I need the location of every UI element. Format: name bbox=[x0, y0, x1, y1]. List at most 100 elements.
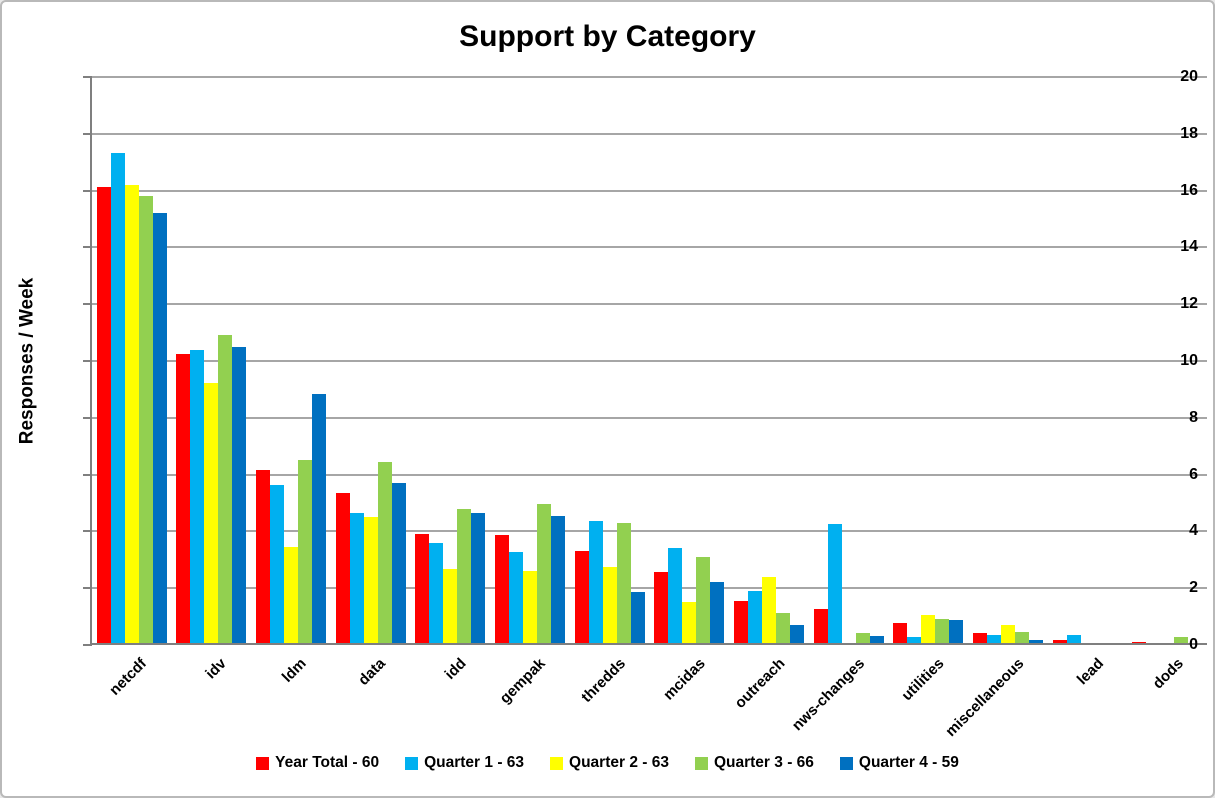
y-ticklabel-18: 18 bbox=[1180, 124, 1198, 142]
y-tickmark-10 bbox=[83, 360, 92, 362]
bar-miscellaneous-quarter-1-63 bbox=[986, 634, 1001, 643]
gridline-10 bbox=[92, 360, 1207, 362]
y-ticklabel-8: 8 bbox=[1189, 408, 1198, 426]
bar-utilities-quarter-2-63 bbox=[921, 614, 936, 643]
bar-idd-quarter-1-63 bbox=[429, 542, 444, 643]
bar-idv-quarter-3-66 bbox=[218, 334, 233, 643]
gridline-18 bbox=[92, 132, 1207, 135]
bar-data-quarter-4-59 bbox=[391, 483, 406, 643]
y-ticklabel-16: 16 bbox=[1180, 181, 1198, 199]
y-tickmark-4 bbox=[83, 530, 92, 533]
bar-mcidas-quarter-4-59 bbox=[710, 582, 725, 643]
x-axis-label-idv: idv bbox=[202, 655, 230, 683]
bar-group-gempak bbox=[490, 77, 570, 643]
bar-mcidas-quarter-1-63 bbox=[668, 548, 683, 643]
gridline-12 bbox=[92, 303, 1207, 306]
gridline-2 bbox=[92, 587, 1207, 590]
bar-nws-changes-quarter-1-63 bbox=[827, 524, 842, 643]
bar-idv-quarter-4-59 bbox=[232, 347, 247, 643]
bar-outreach-quarter-1-63 bbox=[747, 590, 762, 643]
bar-miscellaneous-quarter-4-59 bbox=[1028, 640, 1043, 643]
bar-data-quarter-2-63 bbox=[363, 517, 378, 643]
bar-lead-quarter-1-63 bbox=[1066, 634, 1081, 643]
y-tickmark-18 bbox=[83, 132, 92, 135]
x-axis-label-ldm: ldm bbox=[278, 655, 310, 686]
bar-group-utilities bbox=[888, 77, 968, 643]
gridline-16 bbox=[92, 189, 1207, 192]
bar-ldm-year-total-60 bbox=[256, 470, 271, 643]
x-axis-label-outreach: outreach bbox=[731, 655, 789, 712]
legend-item-5: Quarter 4 - 59 bbox=[839, 754, 959, 772]
x-axis-label-dods: dods bbox=[1149, 655, 1188, 693]
bar-idv-quarter-2-63 bbox=[204, 382, 219, 643]
bar-utilities-quarter-3-66 bbox=[935, 618, 950, 643]
bar-dods-year-total-60 bbox=[1132, 641, 1147, 643]
bar-group-ldm bbox=[251, 77, 331, 643]
gridline-4 bbox=[92, 530, 1207, 533]
bar-netcdf-year-total-60 bbox=[96, 187, 111, 643]
gridline-20 bbox=[92, 76, 1207, 78]
legend-swatch-5 bbox=[839, 756, 853, 770]
bar-data-year-total-60 bbox=[335, 493, 350, 643]
bar-dods-quarter-3-66 bbox=[1174, 637, 1189, 643]
bar-gempak-quarter-2-63 bbox=[523, 570, 538, 643]
legend-swatch-1 bbox=[256, 756, 270, 770]
x-axis-label-mcidas: mcidas bbox=[659, 655, 709, 704]
bar-ldm-quarter-1-63 bbox=[270, 484, 285, 643]
bar-netcdf-quarter-4-59 bbox=[152, 212, 167, 643]
bar-outreach-year-total-60 bbox=[733, 600, 748, 643]
y-tickmark-12 bbox=[83, 303, 92, 306]
y-ticklabel-10: 10 bbox=[1180, 352, 1198, 369]
y-axis-label: Responses / Week bbox=[16, 277, 38, 445]
bar-thredds-year-total-60 bbox=[574, 551, 589, 643]
y-tickmark-16 bbox=[83, 189, 92, 192]
bar-data-quarter-3-66 bbox=[377, 461, 392, 643]
bar-idd-quarter-4-59 bbox=[471, 512, 486, 643]
plot-area: 0 2 4 6 8 10 12 14 16 18 20 netcdf idv ldm data idd gem… bbox=[83, 68, 1207, 740]
bar-nws-changes-quarter-4-59 bbox=[869, 635, 884, 643]
bar-mcidas-quarter-3-66 bbox=[696, 556, 711, 643]
bar-outreach-quarter-3-66 bbox=[775, 613, 790, 643]
legend-swatch-2 bbox=[405, 756, 419, 770]
y-tickmark-6 bbox=[83, 473, 92, 476]
gridline-14 bbox=[92, 246, 1207, 249]
y-axis-label-wrap: Responses / Week bbox=[10, 77, 44, 645]
legend-label-1: Year Total - 60 bbox=[275, 754, 380, 771]
y-ticklabel-20: 20 bbox=[1180, 68, 1198, 85]
bar-thredds-quarter-1-63 bbox=[588, 521, 603, 643]
legend: Year Total - 60 Quarter 1 - 63 Quarter 2 -… bbox=[2, 754, 1213, 772]
bar-idd-year-total-60 bbox=[415, 534, 430, 643]
bar-lead-year-total-60 bbox=[1052, 640, 1067, 643]
y-ticklabel-2: 2 bbox=[1189, 579, 1198, 597]
x-axis-label-idd: idd bbox=[441, 655, 470, 683]
bar-ldm-quarter-3-66 bbox=[298, 460, 313, 643]
x-axis-label-nws-changes: nws-changes bbox=[788, 655, 868, 735]
legend-label-2: Quarter 1 - 63 bbox=[424, 754, 525, 771]
x-axis-label-data: data bbox=[355, 655, 390, 689]
bar-nws-changes-year-total-60 bbox=[813, 609, 828, 643]
bar-group-lead bbox=[1048, 77, 1128, 643]
y-ticklabel-6: 6 bbox=[1189, 465, 1198, 483]
legend-label-3: Quarter 2 - 63 bbox=[569, 754, 669, 771]
bar-thredds-quarter-3-66 bbox=[616, 522, 631, 643]
legend-label-4: Quarter 3 - 66 bbox=[713, 754, 814, 771]
legend-swatch-3 bbox=[550, 756, 564, 770]
bar-idd-quarter-2-63 bbox=[443, 569, 458, 643]
y-tickmark-0 bbox=[83, 644, 92, 646]
bar-idv-year-total-60 bbox=[176, 354, 191, 643]
y-ticklabel-4: 4 bbox=[1189, 522, 1198, 540]
y-tickmark-20 bbox=[83, 76, 92, 78]
bars-row bbox=[92, 77, 1207, 643]
y-ticklabel-14: 14 bbox=[1180, 238, 1198, 256]
chart-title: Support by Category bbox=[459, 20, 756, 53]
bar-idv-quarter-1-63 bbox=[190, 350, 205, 643]
bar-mcidas-year-total-60 bbox=[654, 572, 669, 643]
bar-group-idv bbox=[172, 77, 252, 643]
bar-gempak-year-total-60 bbox=[495, 535, 510, 643]
bar-outreach-quarter-2-63 bbox=[761, 576, 776, 643]
bar-group-mcidas bbox=[649, 77, 729, 643]
bar-netcdf-quarter-2-63 bbox=[124, 184, 139, 643]
y-ticklabel-12: 12 bbox=[1180, 295, 1198, 313]
bar-utilities-year-total-60 bbox=[893, 623, 908, 643]
legend-item-1: Year Total - 60 bbox=[256, 754, 379, 772]
